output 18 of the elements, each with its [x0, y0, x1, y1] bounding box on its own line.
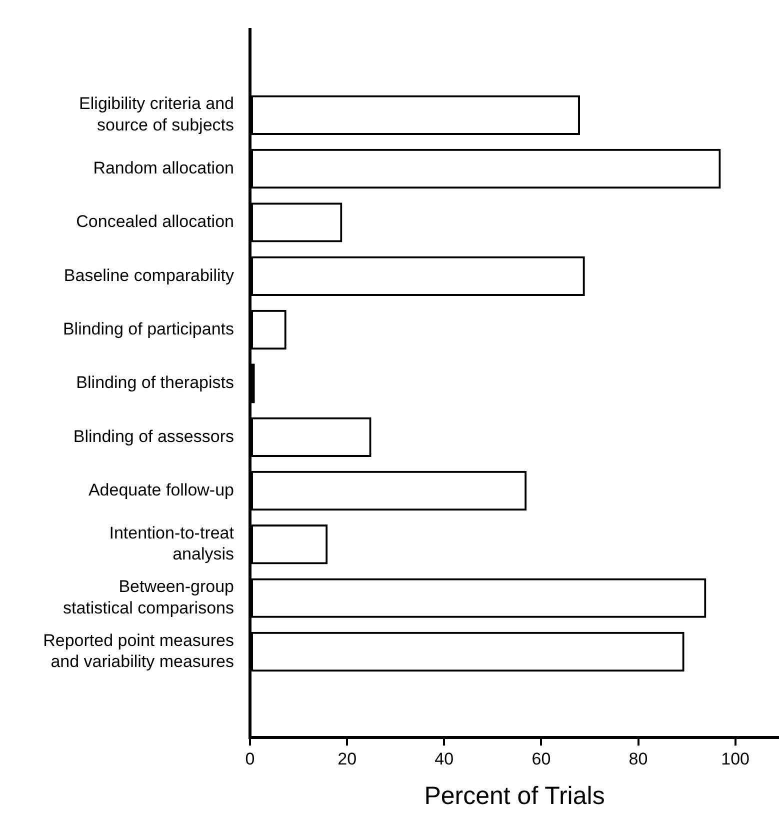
- x-tick-label: 40: [434, 749, 454, 768]
- y-tick-label: Random allocation: [93, 158, 234, 178]
- y-tick-label: Intention-to-treat analysis: [109, 523, 234, 564]
- y-tick-label: Adequate follow-up: [88, 480, 234, 500]
- x-tick-label: 80: [628, 749, 648, 768]
- y-tick-label: Eligibility criteria and source of subjects: [79, 94, 234, 134]
- y-tick-label: Between-group statistical comparisons: [62, 577, 234, 618]
- x-tick-label: 100: [721, 749, 750, 768]
- x-tick-label: 20: [338, 749, 357, 768]
- y-tick-label: Reported point measures and variability measures: [43, 630, 234, 672]
- y-tick-label: Blinding of therapists: [76, 373, 234, 392]
- x-axis-title: Percent of Trials: [424, 782, 605, 810]
- y-tick-label: Blinding of assessors: [73, 426, 234, 446]
- x-tick-label: 60: [532, 749, 551, 768]
- x-tick-label: 0: [245, 749, 255, 768]
- y-tick-label: Blinding of participants: [62, 319, 234, 338]
- y-tick-label: Baseline comparability: [64, 266, 234, 285]
- y-tick-label: Concealed allocation: [76, 212, 234, 232]
